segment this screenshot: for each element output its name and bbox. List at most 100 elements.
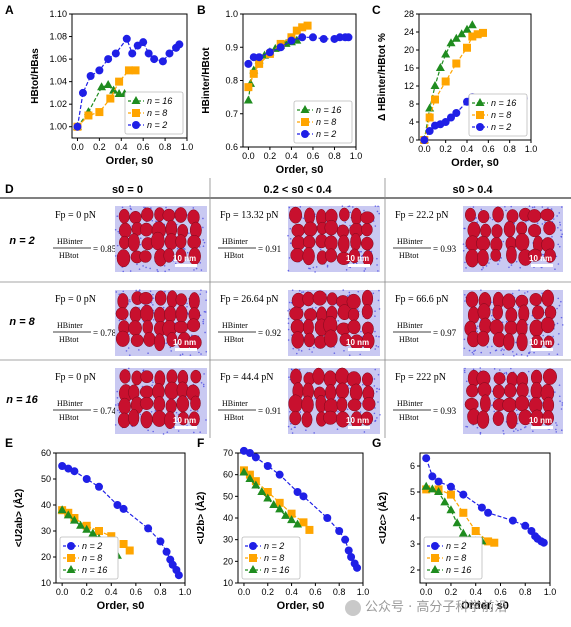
legend-entry: n = 16	[82, 565, 107, 575]
data-point	[425, 113, 434, 122]
water-dot	[308, 348, 311, 351]
ratio-numerator: HBinter	[397, 237, 423, 246]
protein-blob	[323, 329, 338, 348]
data-point	[447, 113, 455, 122]
water-dot	[169, 346, 172, 349]
water-dot	[189, 354, 192, 356]
water-dot	[114, 424, 117, 426]
water-dot	[376, 210, 379, 213]
legend-entry: n = 16	[446, 565, 471, 575]
water-dot	[377, 346, 380, 348]
protein-blob	[528, 224, 542, 238]
water-dot	[374, 315, 376, 317]
water-dot	[541, 206, 544, 208]
protein-blob	[490, 248, 502, 262]
x-axis-label: Order, s0	[97, 600, 145, 612]
y-tick-label: 0.8	[225, 76, 238, 86]
water-dot	[205, 350, 208, 353]
water-dot	[529, 398, 531, 401]
column-header: 0.2 < s0 < 0.4	[264, 184, 333, 196]
protein-blob	[140, 304, 154, 323]
data-point	[275, 470, 284, 479]
ratio-numerator: HBinter	[57, 237, 83, 246]
water-dot	[352, 262, 355, 265]
water-dot	[199, 431, 201, 433]
water-dot	[162, 433, 165, 435]
protein-blob	[477, 210, 490, 224]
protein-blob	[174, 207, 188, 223]
water-dot	[309, 267, 311, 270]
water-dot	[205, 291, 208, 293]
water-dot	[290, 428, 293, 430]
water-dot	[362, 383, 364, 386]
data-point	[298, 33, 307, 42]
data-point	[162, 547, 171, 556]
data-point	[150, 55, 159, 64]
scale-bar-label: 10 nm	[529, 416, 552, 425]
water-dot	[491, 314, 493, 317]
water-dot	[485, 265, 488, 267]
row-header: n = 16	[6, 394, 38, 406]
water-dot	[152, 381, 154, 384]
water-dot	[501, 348, 503, 350]
x-tick-label: 0.0	[56, 587, 69, 597]
data-point	[293, 488, 302, 496]
water-dot	[343, 349, 345, 352]
water-dot	[292, 347, 295, 350]
legend-marker	[301, 130, 309, 138]
water-dot	[480, 289, 482, 291]
water-dot	[289, 237, 292, 240]
water-dot	[554, 268, 556, 271]
x-tick-label: 0.8	[159, 142, 172, 152]
water-dot	[139, 243, 142, 246]
water-dot	[200, 269, 203, 271]
data-point	[275, 498, 284, 507]
data-point	[276, 43, 285, 52]
water-dot	[471, 351, 474, 354]
protein-blob	[303, 332, 315, 348]
water-dot	[205, 299, 207, 301]
protein-blob	[528, 248, 542, 262]
ratio-denominator: HBtot	[224, 335, 244, 344]
y-tick-label: 3	[410, 539, 415, 549]
data-point	[347, 553, 356, 561]
data-point	[344, 546, 353, 555]
water-dot	[301, 291, 303, 294]
data-point	[462, 24, 472, 33]
water-dot	[138, 349, 140, 351]
x-tick-label: 1.0	[181, 142, 194, 152]
x-tick-label: 0.0	[71, 142, 84, 152]
md-snapshot-image: 10 nm	[114, 205, 207, 273]
water-dot	[541, 292, 543, 295]
water-dot	[557, 263, 560, 265]
data-point	[422, 454, 431, 463]
protein-blob	[339, 207, 350, 222]
wechat-icon	[345, 599, 361, 616]
protein-blob	[541, 289, 555, 307]
data-point	[467, 20, 477, 29]
water-dot	[311, 307, 314, 309]
water-dot	[515, 260, 518, 263]
legend-entry: n = 16	[264, 565, 289, 575]
water-dot	[560, 206, 563, 208]
plot-frame	[418, 13, 532, 141]
water-dot	[202, 383, 205, 386]
water-dot	[199, 293, 202, 295]
data-point	[70, 467, 79, 476]
water-dot	[176, 247, 179, 250]
water-dot	[193, 269, 195, 271]
scale-bar	[175, 426, 197, 429]
data-point	[287, 36, 296, 45]
water-dot	[143, 206, 145, 209]
protein-blob	[188, 292, 200, 311]
ratio-value: = 0.97	[433, 328, 457, 338]
scale-bar-label: 10 nm	[529, 338, 552, 347]
water-dot	[378, 335, 380, 338]
water-dot	[559, 400, 561, 403]
ratio-denominator: HBtot	[399, 251, 419, 260]
data-point	[508, 516, 517, 525]
protein-blob	[289, 306, 304, 321]
column-header: s0 = 0	[112, 184, 143, 196]
water-dot	[472, 368, 475, 371]
water-dot	[378, 388, 381, 391]
